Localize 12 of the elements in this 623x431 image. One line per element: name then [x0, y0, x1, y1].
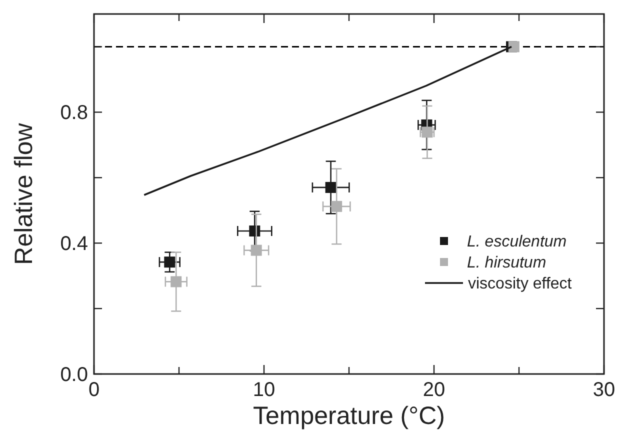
x-axis-title: Temperature (°C)	[253, 402, 445, 430]
x-tick-label: 0	[88, 379, 100, 401]
y-axis-title: Relative flow	[10, 122, 38, 265]
y-tick-label: 0.0	[60, 364, 88, 386]
x-tick-label: 20	[422, 379, 446, 401]
y-tick-label: 0.4	[60, 233, 88, 256]
legend-label: viscosity effect	[468, 276, 572, 293]
y-tick-label: 0.8	[60, 102, 88, 124]
legend-label: L. esculentum	[467, 234, 567, 251]
x-tick-label: 10	[252, 379, 276, 401]
x-tick-label: 30	[592, 379, 616, 401]
legend-label: L. hirsutum	[467, 254, 546, 272]
